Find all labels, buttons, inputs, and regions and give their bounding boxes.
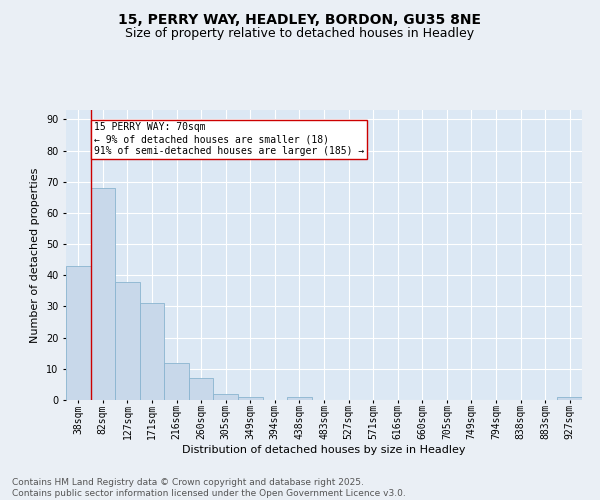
Text: 15 PERRY WAY: 70sqm
← 9% of detached houses are smaller (18)
91% of semi-detache: 15 PERRY WAY: 70sqm ← 9% of detached hou… [94,122,364,156]
Text: 15, PERRY WAY, HEADLEY, BORDON, GU35 8NE: 15, PERRY WAY, HEADLEY, BORDON, GU35 8NE [119,12,482,26]
Bar [287,397,312,400]
Bar [91,188,115,400]
Text: Contains HM Land Registry data © Crown copyright and database right 2025.
Contai: Contains HM Land Registry data © Crown c… [12,478,406,498]
Bar [66,266,91,400]
Bar [557,397,582,400]
Bar [214,394,238,400]
Bar [238,397,263,400]
Bar [140,304,164,400]
X-axis label: Distribution of detached houses by size in Headley: Distribution of detached houses by size … [182,445,466,455]
Bar [164,362,189,400]
Text: Size of property relative to detached houses in Headley: Size of property relative to detached ho… [125,28,475,40]
Bar [189,378,214,400]
Bar [115,282,140,400]
Y-axis label: Number of detached properties: Number of detached properties [31,168,40,342]
